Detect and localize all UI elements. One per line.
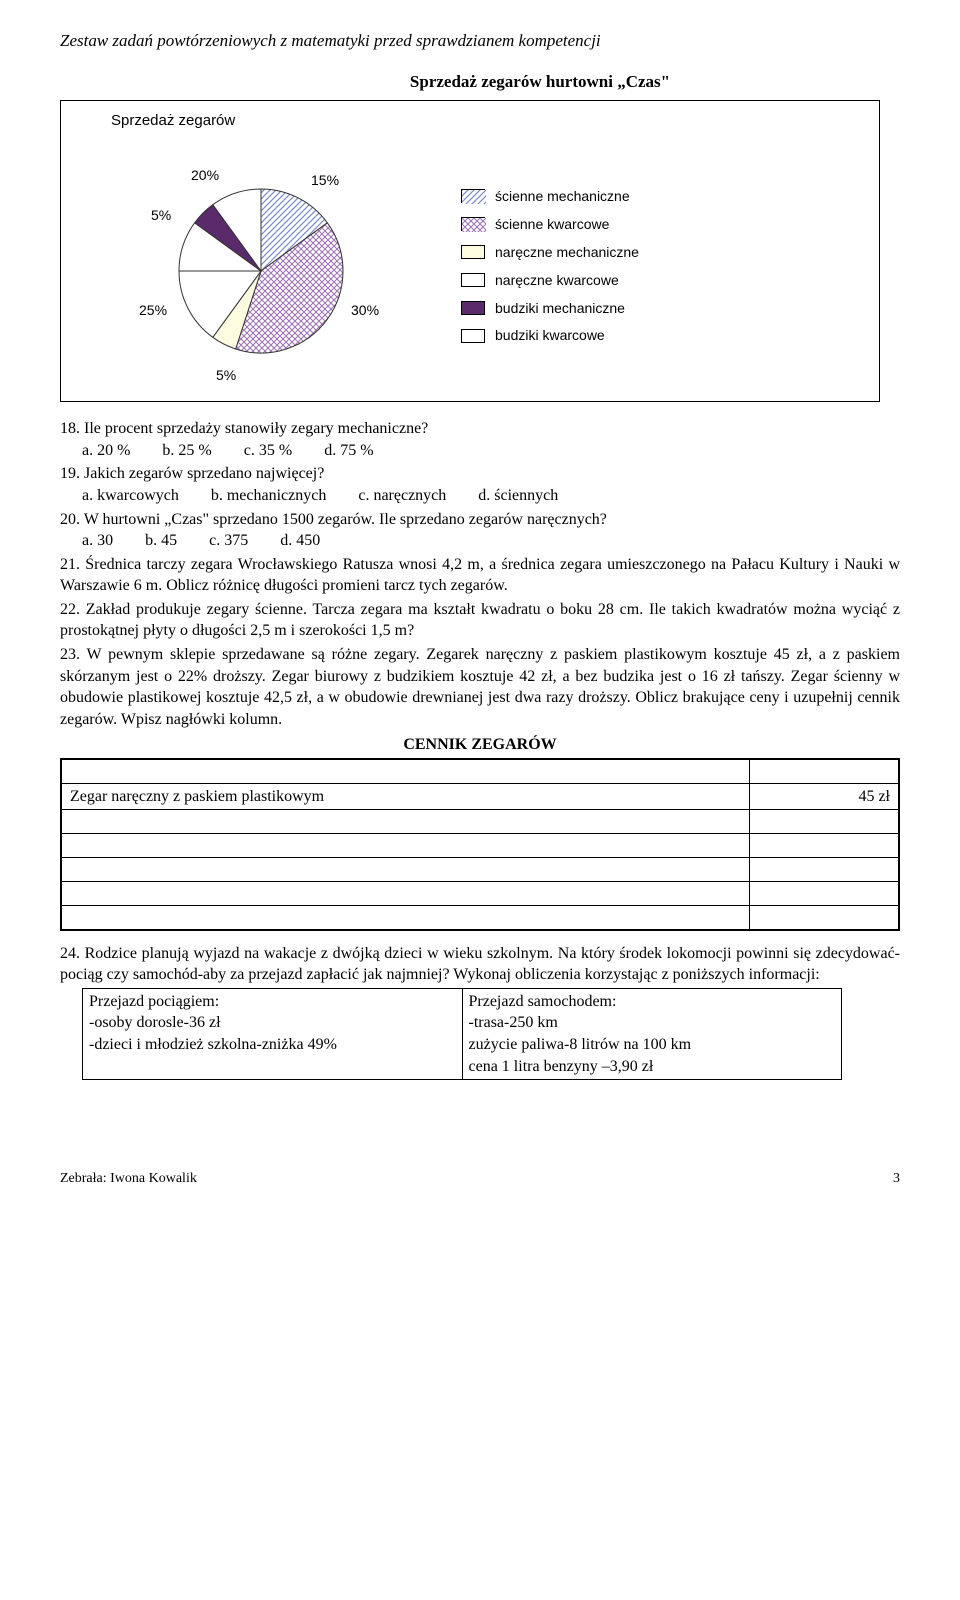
- legend: ścienne mechaniczne ścienne kwarcowe nar…: [461, 178, 639, 354]
- table-row: [61, 906, 899, 930]
- question-24: 24. Rodzice planują wyjazd na wakacje z …: [60, 943, 900, 986]
- train-cell: Przejazd pociągiem: -osoby dorosle-36 zł…: [83, 988, 463, 1079]
- chart-inner-title: Sprzedaż zegarów: [111, 111, 859, 131]
- table-row: [61, 810, 899, 834]
- pie-label-5a: 5%: [216, 366, 236, 385]
- price-item-name: Zegar naręczny z paskiem plastikowym: [61, 783, 749, 810]
- q20-text: 20. W hurtowni „Czas" sprzedano 1500 zeg…: [60, 511, 607, 528]
- q20-options: a. 30 b. 45 c. 375 d. 450: [82, 532, 320, 549]
- car-line: cena 1 litra benzyny –3,90 zł: [469, 1056, 836, 1078]
- transport-table: Przejazd pociągiem: -osoby dorosle-36 zł…: [82, 988, 842, 1080]
- legend-swatch: [461, 301, 485, 315]
- legend-label: naręczne mechaniczne: [495, 243, 639, 262]
- legend-item: naręczne kwarcowe: [461, 271, 639, 290]
- legend-item: ścienne mechaniczne: [461, 187, 639, 206]
- question-23: 23. W pewnym sklepie sprzedawane są różn…: [60, 644, 900, 730]
- price-table: Zegar naręczny z paskiem plastikowym 45 …: [60, 758, 900, 931]
- q19-options: a. kwarcowych b. mechanicznych c. naręcz…: [82, 487, 558, 504]
- legend-label: ścienne mechaniczne: [495, 187, 630, 206]
- legend-item: budziki mechaniczne: [461, 299, 639, 318]
- legend-swatch: [461, 245, 485, 259]
- car-line: -trasa-250 km: [469, 1012, 836, 1034]
- footer-page-number: 3: [893, 1170, 900, 1189]
- question-21: 21. Średnica tarczy zegara Wrocławskiego…: [60, 554, 900, 597]
- train-line: -osoby dorosle-36 zł: [89, 1012, 456, 1034]
- table-row: [61, 858, 899, 882]
- cennik-title: CENNIK ZEGARÓW: [60, 734, 900, 756]
- legend-swatch: [461, 273, 485, 287]
- legend-label: budziki mechaniczne: [495, 299, 625, 318]
- table-row: Przejazd pociągiem: -osoby dorosle-36 zł…: [83, 988, 842, 1079]
- legend-swatch: [461, 329, 485, 343]
- questions: 18. Ile procent sprzedaży stanowiły zega…: [60, 418, 900, 1080]
- table-row: [61, 834, 899, 858]
- train-line: -dzieci i młodzież szkolna-zniżka 49%: [89, 1034, 456, 1056]
- legend-item: naręczne mechaniczne: [461, 243, 639, 262]
- legend-item: budziki kwarcowe: [461, 326, 639, 345]
- question-18: 18. Ile procent sprzedaży stanowiły zega…: [60, 418, 900, 461]
- pie-label-30: 30%: [351, 301, 379, 320]
- q19-text: 19. Jakich zegarów sprzedano najwięcej?: [60, 465, 324, 482]
- legend-label: naręczne kwarcowe: [495, 271, 619, 290]
- legend-item: ścienne kwarcowe: [461, 215, 639, 234]
- pie-label-5b: 5%: [151, 206, 171, 225]
- table-row: [61, 882, 899, 906]
- legend-swatch: [461, 189, 485, 203]
- chart-container: Sprzedaż zegarów: [60, 100, 880, 402]
- q18-options: a. 20 % b. 25 % c. 35 % d. 75 %: [82, 442, 374, 459]
- price-item-value: 45 zł: [749, 783, 899, 810]
- page-footer: Zebrała: Iwona Kowalik 3: [60, 1170, 900, 1189]
- q18-text: 18. Ile procent sprzedaży stanowiły zega…: [60, 420, 428, 437]
- pie-chart: 15% 30% 5% 25% 5% 20%: [121, 141, 401, 391]
- pie-label-25: 25%: [139, 301, 167, 320]
- car-line: zużycie paliwa-8 litrów na 100 km: [469, 1034, 836, 1056]
- legend-swatch: [461, 217, 485, 231]
- car-cell: Przejazd samochodem: -trasa-250 km zużyc…: [462, 988, 842, 1079]
- chart-main-title: Sprzedaż zegarów hurtowni „Czas": [180, 71, 900, 94]
- legend-label: ścienne kwarcowe: [495, 215, 609, 234]
- page-header: Zestaw zadań powtórzeniowych z matematyk…: [60, 30, 900, 53]
- legend-label: budziki kwarcowe: [495, 326, 605, 345]
- chart-body: 15% 30% 5% 25% 5% 20% ścienne mechaniczn…: [81, 141, 859, 391]
- train-line: Przejazd pociągiem:: [89, 991, 456, 1013]
- pie-label-20: 20%: [191, 166, 219, 185]
- question-19: 19. Jakich zegarów sprzedano najwięcej? …: [60, 463, 900, 506]
- pie-label-15: 15%: [311, 171, 339, 190]
- car-line: Przejazd samochodem:: [469, 991, 836, 1013]
- table-row: Zegar naręczny z paskiem plastikowym 45 …: [61, 783, 899, 810]
- table-row: [61, 759, 899, 783]
- footer-author: Zebrała: Iwona Kowalik: [60, 1170, 197, 1189]
- question-20: 20. W hurtowni „Czas" sprzedano 1500 zeg…: [60, 509, 900, 552]
- question-22: 22. Zakład produkuje zegary ścienne. Tar…: [60, 599, 900, 642]
